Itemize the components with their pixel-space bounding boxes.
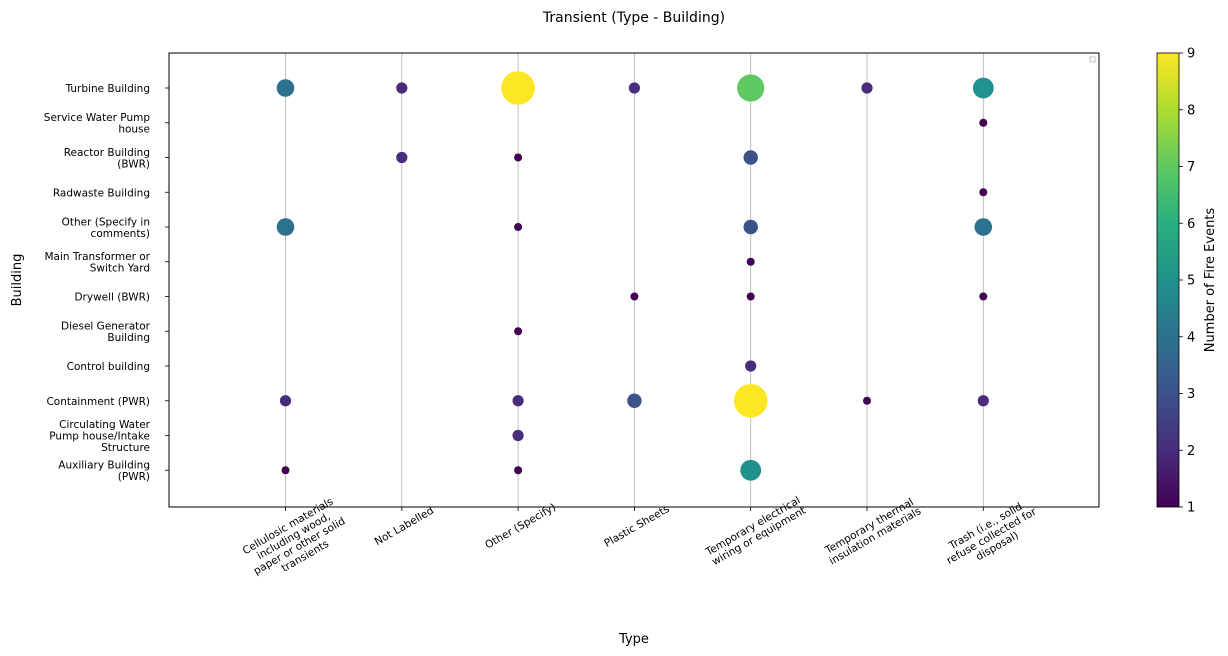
data-point bbox=[630, 292, 639, 301]
data-point bbox=[628, 82, 641, 94]
data-point bbox=[743, 150, 758, 165]
data-point bbox=[974, 218, 993, 236]
grid-layer bbox=[285, 53, 984, 507]
data-point bbox=[396, 82, 408, 94]
data-point bbox=[737, 74, 765, 102]
colorbar-ticks: 1 2 3 4 5 6 7 8 9 bbox=[1179, 47, 1195, 516]
data-point bbox=[977, 395, 989, 407]
y-tick-label: Drywell (BWR) bbox=[74, 292, 150, 304]
data-point bbox=[733, 383, 768, 418]
data-point bbox=[276, 79, 295, 97]
data-point bbox=[396, 151, 408, 164]
data-point bbox=[746, 257, 755, 266]
data-point bbox=[743, 219, 758, 235]
x-tick-label: Cellulosic materialsincluding wood,paper… bbox=[240, 495, 353, 587]
data-point bbox=[281, 466, 290, 475]
y-tick-label: Main Transformer or Switch Yard bbox=[45, 251, 151, 275]
y-axis: Turbine Building Service Water Pump house R… bbox=[44, 83, 169, 483]
y-tick-label: Circulating Water Pump house/Intake Struct… bbox=[49, 419, 150, 454]
data-point bbox=[972, 77, 994, 99]
data-point bbox=[514, 327, 523, 336]
colorbar-tick-label: 4 bbox=[1187, 330, 1195, 345]
chart-title: Transient (Type - Building) bbox=[542, 10, 725, 26]
y-tick-label: Control building bbox=[67, 361, 150, 373]
colorbar-tick-label: 7 bbox=[1187, 160, 1195, 175]
data-point bbox=[514, 223, 523, 231]
x-tick-label: Other (Specify) bbox=[483, 501, 558, 551]
x-tick-label: Temporary electricalwiring or equipment bbox=[703, 494, 808, 568]
y-tick-label: Service Water Pump house bbox=[44, 112, 151, 136]
data-point bbox=[745, 360, 757, 372]
data-point bbox=[514, 153, 523, 162]
data-point bbox=[746, 292, 755, 301]
y-axis-label: Building bbox=[10, 254, 25, 307]
x-axis-label: Type bbox=[618, 632, 649, 647]
data-point bbox=[512, 429, 524, 442]
data-point bbox=[501, 71, 535, 105]
data-point bbox=[863, 396, 871, 405]
data-point bbox=[276, 218, 295, 236]
data-point bbox=[512, 395, 524, 407]
colorbar-tick-label: 9 bbox=[1187, 47, 1195, 62]
y-tick-label: Reactor Building (BWR) bbox=[64, 147, 150, 171]
colorbar-tick-label: 2 bbox=[1187, 444, 1195, 459]
x-tick-label: Temporary thermalinsulation materials bbox=[822, 495, 924, 567]
y-tick-label: Containment (PWR) bbox=[46, 396, 150, 408]
y-tick-label: Radwaste Building bbox=[53, 187, 150, 199]
colorbar-tick-label: 6 bbox=[1187, 217, 1195, 232]
data-point bbox=[279, 395, 292, 407]
data-point bbox=[979, 188, 988, 197]
colorbar-tick-label: 5 bbox=[1187, 274, 1195, 289]
x-tick-label: Trash (i.e., solidrefuse collected fordi… bbox=[939, 496, 1045, 577]
empty-legend-box bbox=[1089, 56, 1096, 63]
y-tick-label: Other (Specify in comments) bbox=[62, 216, 150, 240]
colorbar-tick-label: 1 bbox=[1187, 501, 1195, 516]
x-tick-label: Not Labelled bbox=[373, 505, 436, 548]
y-tick-label: Diesel Generator Building bbox=[61, 321, 151, 345]
points-layer bbox=[276, 71, 994, 481]
data-point bbox=[979, 118, 988, 127]
y-tick-label: Turbine Building bbox=[65, 83, 150, 95]
data-point bbox=[740, 459, 762, 481]
data-point bbox=[861, 82, 873, 94]
data-point bbox=[979, 292, 988, 301]
colorbar-label: Number of Fire Events bbox=[1203, 208, 1218, 353]
x-axis: Cellulosic materialsincluding wood,paper… bbox=[240, 494, 1045, 587]
colorbar-tick-label: 8 bbox=[1187, 103, 1195, 118]
colorbar-tick-label: 3 bbox=[1187, 387, 1195, 402]
data-point bbox=[627, 393, 642, 408]
x-tick-label: Plastic Sheets bbox=[602, 503, 671, 550]
data-point bbox=[514, 466, 523, 475]
colorbar bbox=[1156, 52, 1180, 508]
y-tick-label: Auxiliary Building (PWR) bbox=[58, 460, 150, 484]
